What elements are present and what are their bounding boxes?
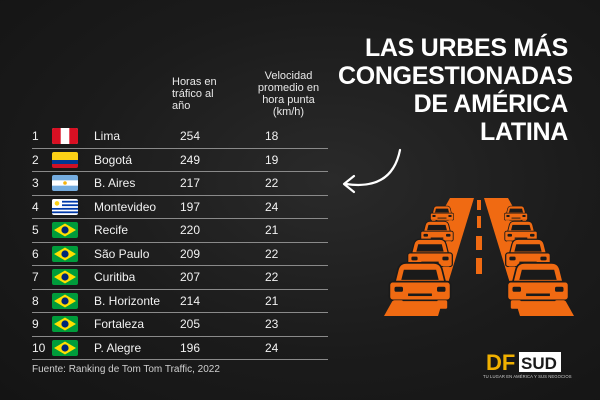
speed-value: 21 <box>265 223 279 237</box>
car-icons <box>388 205 570 309</box>
title-line: LAS URBES MÁS <box>364 34 568 62</box>
car-icon <box>388 262 452 309</box>
rank-number: 2 <box>32 152 39 167</box>
source-note: Fuente: Ranking de Tom Tom Traffic, 2022 <box>32 364 220 375</box>
city-name: São Paulo <box>94 246 150 261</box>
rank-number: 3 <box>32 176 39 190</box>
car-icon <box>505 238 551 273</box>
brazil-flag-icon <box>52 339 78 356</box>
city-name: Fortaleza <box>94 317 145 331</box>
colombia-flag-icon <box>52 151 78 168</box>
svg-text:SUD: SUD <box>521 354 557 373</box>
city-name: Bogotá <box>94 152 133 167</box>
speed-value: 24 <box>265 199 279 214</box>
car-icon <box>504 205 528 224</box>
header-line: Velocidad <box>264 70 313 82</box>
brazil-flag-icon <box>52 245 78 262</box>
hours-value: 214 <box>180 293 201 308</box>
table-row: 10 P. Alegre 196 24 <box>32 337 328 360</box>
header-line: año <box>172 100 191 112</box>
city-name: B. Horizonte <box>94 293 161 308</box>
peru-flag-icon <box>52 128 78 144</box>
hours-value: 205 <box>180 317 201 331</box>
rank-number: 6 <box>32 246 39 261</box>
hours-value: 254 <box>180 129 201 143</box>
speed-value: 18 <box>265 129 279 143</box>
brazil-flag-icon <box>52 292 78 309</box>
rank-number: 10 <box>32 340 46 355</box>
city-name: P. Alegre <box>94 340 142 355</box>
header-line: promedio en <box>257 82 320 94</box>
table-row: 7 Curitiba 207 22 <box>32 266 328 290</box>
city-name: B. Aires <box>94 176 136 190</box>
ranking-table: 1 Lima 254 18 2 Bogotá 249 19 3 B. Aires 217 22 4 Mon… <box>32 125 328 360</box>
car-icon <box>420 220 454 246</box>
rank-number: 8 <box>32 293 39 308</box>
table-row: 3 B. Aires 217 22 <box>32 172 328 196</box>
brazil-flag-icon <box>52 269 78 285</box>
header-line: Horas en <box>172 76 217 88</box>
logo-tagline: TU LUGAR EN AMÉRICA Y SUS NEGOCIOS <box>483 374 572 379</box>
svg-text:DF: DF <box>486 350 515 374</box>
uruguay-flag-icon <box>52 198 78 215</box>
brazil-flag-icon <box>52 222 78 238</box>
page-title: LAS URBES MÁS CONGESTIONADAS DE AMÉRICA … <box>338 34 573 146</box>
speed-value: 22 <box>265 246 279 261</box>
rank-number: 1 <box>32 129 39 143</box>
table-row: 4 Montevideo 197 24 <box>32 196 328 219</box>
rank-number: 5 <box>32 223 39 237</box>
header-line: hora punta <box>262 94 315 106</box>
traffic-cars-illustration <box>384 198 574 316</box>
hours-value: 249 <box>180 152 201 167</box>
speed-value: 22 <box>265 176 279 190</box>
hours-value: 209 <box>180 246 201 261</box>
rank-number: 7 <box>32 270 39 284</box>
hours-value: 197 <box>180 199 201 214</box>
rank-number: 4 <box>32 199 39 214</box>
table-row: 2 Bogotá 249 19 <box>32 149 328 172</box>
argentina-flag-icon <box>52 175 78 191</box>
speed-value: 21 <box>265 293 279 308</box>
df-sud-logo: DF SUD <box>486 350 561 374</box>
table-row: 6 São Paulo 209 22 <box>32 243 328 266</box>
speed-value: 22 <box>265 270 279 284</box>
hours-value: 207 <box>180 270 201 284</box>
hours-value: 196 <box>180 340 201 355</box>
title-line: LATINA <box>480 118 568 146</box>
title-line: CONGESTIONADAS <box>338 62 573 90</box>
hours-value: 220 <box>180 223 201 237</box>
city-name: Montevideo <box>94 199 157 214</box>
table-row: 8 B. Horizonte 214 21 <box>32 290 328 313</box>
title-line: DE AMÉRICA <box>413 90 569 118</box>
table-row: 5 Recife 220 21 <box>32 219 328 243</box>
table-row: 1 Lima 254 18 <box>32 125 328 149</box>
curved-arrow-icon <box>342 148 402 194</box>
header-line: tráfico al <box>172 88 214 100</box>
speed-value: 24 <box>265 340 279 355</box>
hours-value: 217 <box>180 176 201 190</box>
speed-value: 23 <box>265 317 279 331</box>
city-name: Recife <box>94 223 129 237</box>
brazil-flag-icon <box>52 316 78 332</box>
column-header-hours: Horas en tráfico al año <box>172 76 236 112</box>
city-name: Curitiba <box>94 270 136 284</box>
column-header-speed: Velocidad promedio en hora punta (km/h) <box>251 70 326 118</box>
rank-number: 9 <box>32 317 39 331</box>
table-row: 9 Fortaleza 205 23 <box>32 313 328 337</box>
header-line: (km/h) <box>272 106 305 118</box>
city-name: Lima <box>94 129 121 143</box>
car-icon <box>506 262 570 309</box>
speed-value: 19 <box>265 152 279 167</box>
